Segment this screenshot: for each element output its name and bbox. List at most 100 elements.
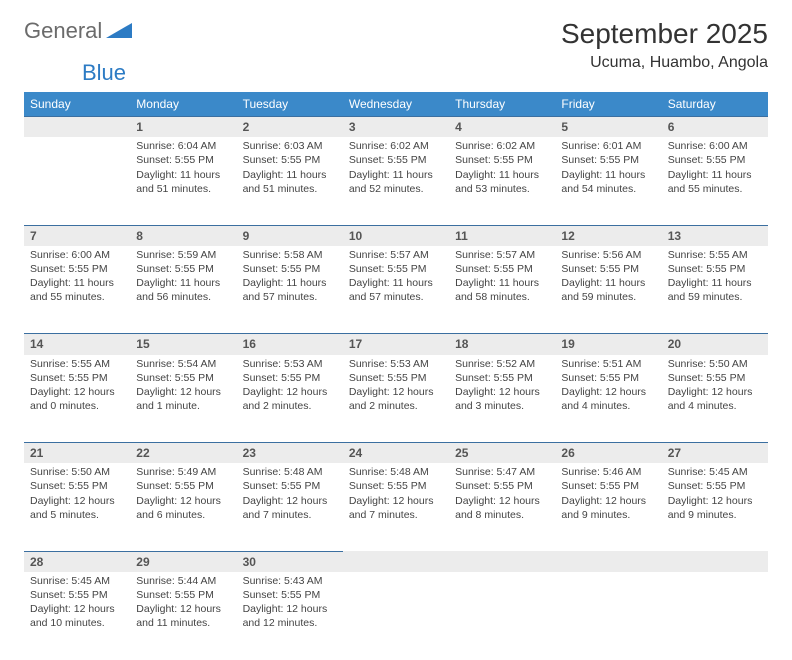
day-number: [449, 551, 555, 572]
daylight-line: Daylight: 12 hours and 12 minutes.: [243, 602, 337, 630]
sunrise-line: Sunrise: 5:53 AM: [349, 357, 443, 371]
sunrise-line: Sunrise: 5:44 AM: [136, 574, 230, 588]
day-cell: Sunrise: 6:01 AMSunset: 5:55 PMDaylight:…: [555, 137, 661, 225]
sunset-line: Sunset: 5:55 PM: [455, 153, 549, 167]
daylight-line: Daylight: 11 hours and 56 minutes.: [136, 276, 230, 304]
daylight-line: Daylight: 11 hours and 51 minutes.: [243, 168, 337, 196]
day-number: [24, 117, 130, 138]
daylight-line: Daylight: 12 hours and 7 minutes.: [349, 494, 443, 522]
weekday-header: Thursday: [449, 92, 555, 117]
weekday-header: Sunday: [24, 92, 130, 117]
day-number: 5: [555, 117, 661, 138]
weekday-header: Friday: [555, 92, 661, 117]
sunset-line: Sunset: 5:55 PM: [455, 262, 549, 276]
day-number: 25: [449, 443, 555, 464]
sunset-line: Sunset: 5:55 PM: [668, 153, 762, 167]
day-body-row: Sunrise: 6:04 AMSunset: 5:55 PMDaylight:…: [24, 137, 768, 225]
sunset-line: Sunset: 5:55 PM: [136, 262, 230, 276]
sunset-line: Sunset: 5:55 PM: [136, 371, 230, 385]
day-cell: Sunrise: 5:53 AMSunset: 5:55 PMDaylight:…: [343, 355, 449, 443]
day-body-row: Sunrise: 5:45 AMSunset: 5:55 PMDaylight:…: [24, 572, 768, 660]
location: Ucuma, Huambo, Angola: [561, 54, 768, 72]
day-cell: Sunrise: 5:50 AMSunset: 5:55 PMDaylight:…: [24, 463, 130, 551]
sunset-line: Sunset: 5:55 PM: [455, 371, 549, 385]
sunset-line: Sunset: 5:55 PM: [668, 262, 762, 276]
weekday-header: Wednesday: [343, 92, 449, 117]
daylight-line: Daylight: 12 hours and 4 minutes.: [668, 385, 762, 413]
sunrise-line: Sunrise: 5:55 AM: [30, 357, 124, 371]
logo-text-blue: Blue: [82, 60, 126, 85]
day-cell: Sunrise: 5:43 AMSunset: 5:55 PMDaylight:…: [237, 572, 343, 660]
sunset-line: Sunset: 5:55 PM: [668, 479, 762, 493]
daylight-line: Daylight: 12 hours and 2 minutes.: [349, 385, 443, 413]
day-cell: Sunrise: 5:46 AMSunset: 5:55 PMDaylight:…: [555, 463, 661, 551]
day-number: 24: [343, 443, 449, 464]
sunrise-line: Sunrise: 5:48 AM: [243, 465, 337, 479]
day-number: 22: [130, 443, 236, 464]
daylight-line: Daylight: 11 hours and 59 minutes.: [668, 276, 762, 304]
sunset-line: Sunset: 5:55 PM: [349, 479, 443, 493]
day-cell: Sunrise: 5:45 AMSunset: 5:55 PMDaylight:…: [24, 572, 130, 660]
weekday-header: Tuesday: [237, 92, 343, 117]
day-cell: Sunrise: 6:00 AMSunset: 5:55 PMDaylight:…: [24, 246, 130, 334]
sunset-line: Sunset: 5:55 PM: [30, 262, 124, 276]
sunrise-line: Sunrise: 6:04 AM: [136, 139, 230, 153]
daylight-line: Daylight: 12 hours and 4 minutes.: [561, 385, 655, 413]
sunrise-line: Sunrise: 5:52 AM: [455, 357, 549, 371]
day-number: 10: [343, 225, 449, 246]
day-number: 21: [24, 443, 130, 464]
daylight-line: Daylight: 12 hours and 1 minute.: [136, 385, 230, 413]
day-cell: Sunrise: 5:58 AMSunset: 5:55 PMDaylight:…: [237, 246, 343, 334]
sunset-line: Sunset: 5:55 PM: [243, 153, 337, 167]
day-cell: Sunrise: 5:47 AMSunset: 5:55 PMDaylight:…: [449, 463, 555, 551]
daylight-line: Daylight: 11 hours and 54 minutes.: [561, 168, 655, 196]
sunrise-line: Sunrise: 5:54 AM: [136, 357, 230, 371]
day-cell: [24, 137, 130, 225]
day-number: 2: [237, 117, 343, 138]
day-cell: Sunrise: 6:00 AMSunset: 5:55 PMDaylight:…: [662, 137, 768, 225]
day-cell: [449, 572, 555, 660]
day-cell: Sunrise: 5:48 AMSunset: 5:55 PMDaylight:…: [237, 463, 343, 551]
day-number: 15: [130, 334, 236, 355]
day-cell: Sunrise: 5:50 AMSunset: 5:55 PMDaylight:…: [662, 355, 768, 443]
day-cell: Sunrise: 5:57 AMSunset: 5:55 PMDaylight:…: [449, 246, 555, 334]
sunrise-line: Sunrise: 5:47 AM: [455, 465, 549, 479]
sunrise-line: Sunrise: 5:45 AM: [30, 574, 124, 588]
day-number: 4: [449, 117, 555, 138]
day-cell: Sunrise: 5:56 AMSunset: 5:55 PMDaylight:…: [555, 246, 661, 334]
day-number: 23: [237, 443, 343, 464]
sunset-line: Sunset: 5:55 PM: [243, 371, 337, 385]
daylight-line: Daylight: 11 hours and 51 minutes.: [136, 168, 230, 196]
sunset-line: Sunset: 5:55 PM: [561, 371, 655, 385]
logo: General: [24, 18, 136, 44]
daylight-line: Daylight: 11 hours and 57 minutes.: [243, 276, 337, 304]
day-number: 12: [555, 225, 661, 246]
sunrise-line: Sunrise: 5:49 AM: [136, 465, 230, 479]
daynum-row: 282930: [24, 551, 768, 572]
day-number: 16: [237, 334, 343, 355]
weekday-header: Saturday: [662, 92, 768, 117]
day-cell: Sunrise: 5:55 AMSunset: 5:55 PMDaylight:…: [662, 246, 768, 334]
sunset-line: Sunset: 5:55 PM: [349, 153, 443, 167]
weekday-header-row: Sunday Monday Tuesday Wednesday Thursday…: [24, 92, 768, 117]
sunset-line: Sunset: 5:55 PM: [243, 262, 337, 276]
logo-text-general: General: [24, 18, 102, 44]
sunrise-line: Sunrise: 5:55 AM: [668, 248, 762, 262]
sunrise-line: Sunrise: 5:56 AM: [561, 248, 655, 262]
sunset-line: Sunset: 5:55 PM: [136, 479, 230, 493]
day-number: 7: [24, 225, 130, 246]
title-block: September 2025 Ucuma, Huambo, Angola: [561, 18, 768, 72]
sunset-line: Sunset: 5:55 PM: [349, 262, 443, 276]
sunrise-line: Sunrise: 6:00 AM: [668, 139, 762, 153]
daylight-line: Daylight: 11 hours and 53 minutes.: [455, 168, 549, 196]
daylight-line: Daylight: 12 hours and 7 minutes.: [243, 494, 337, 522]
day-cell: Sunrise: 5:49 AMSunset: 5:55 PMDaylight:…: [130, 463, 236, 551]
day-cell: Sunrise: 5:54 AMSunset: 5:55 PMDaylight:…: [130, 355, 236, 443]
daylight-line: Daylight: 12 hours and 2 minutes.: [243, 385, 337, 413]
day-cell: Sunrise: 5:59 AMSunset: 5:55 PMDaylight:…: [130, 246, 236, 334]
sunset-line: Sunset: 5:55 PM: [455, 479, 549, 493]
day-cell: Sunrise: 5:45 AMSunset: 5:55 PMDaylight:…: [662, 463, 768, 551]
day-number: 20: [662, 334, 768, 355]
day-cell: Sunrise: 5:44 AMSunset: 5:55 PMDaylight:…: [130, 572, 236, 660]
day-cell: Sunrise: 5:48 AMSunset: 5:55 PMDaylight:…: [343, 463, 449, 551]
